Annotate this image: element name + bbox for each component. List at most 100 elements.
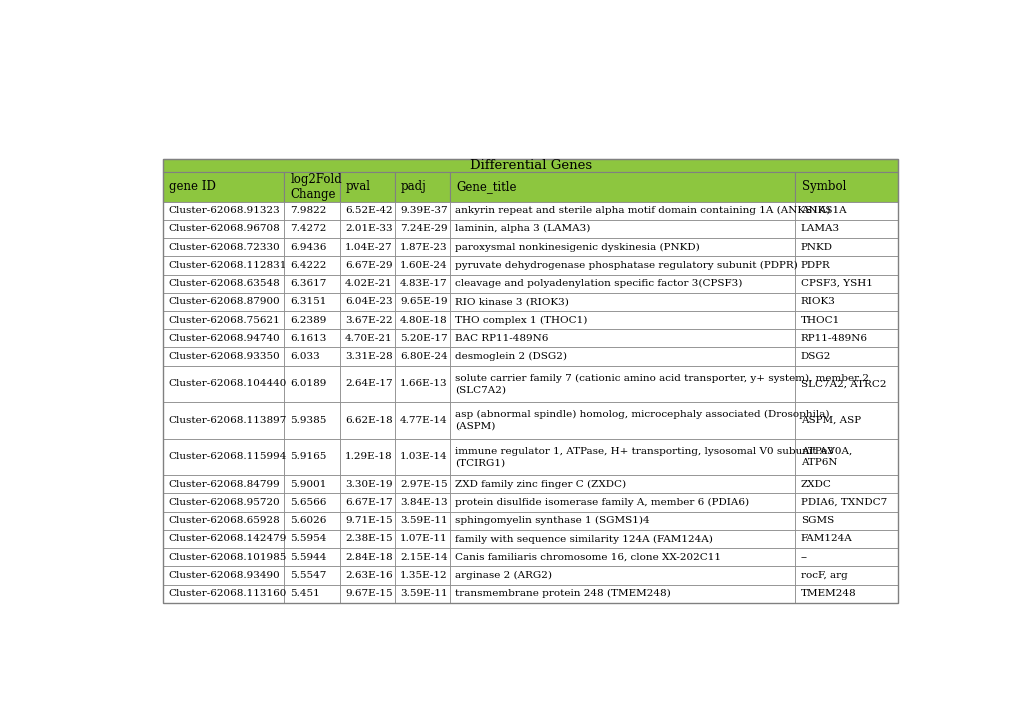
Bar	[339, 402, 394, 438]
Bar	[449, 329, 795, 348]
Bar	[795, 238, 898, 256]
Text: 1.35E-12: 1.35E-12	[399, 571, 447, 580]
Bar	[284, 475, 339, 493]
Bar	[449, 275, 795, 293]
Text: --: --	[800, 553, 807, 562]
Text: sphingomyelin synthase 1 (SGMS1)4: sphingomyelin synthase 1 (SGMS1)4	[454, 516, 649, 526]
Bar	[449, 585, 795, 603]
Text: 4.80E-18: 4.80E-18	[399, 316, 447, 324]
Text: 6.0189: 6.0189	[289, 379, 326, 389]
Bar	[339, 585, 394, 603]
Bar	[284, 512, 339, 530]
Text: immune regulator 1, ATPase, H+ transporting, lysosomal V0 subunit A3
(TCIRG1): immune regulator 1, ATPase, H+ transport…	[454, 446, 834, 467]
Text: 2.38E-15: 2.38E-15	[344, 534, 392, 544]
Text: paroxysmal nonkinesigenic dyskinesia (PNKD): paroxysmal nonkinesigenic dyskinesia (PN…	[454, 242, 699, 252]
Bar	[449, 202, 795, 220]
Text: Gene_title: Gene_title	[455, 180, 516, 193]
Bar	[449, 348, 795, 366]
Bar	[795, 567, 898, 585]
Text: 4.77E-14: 4.77E-14	[399, 416, 447, 425]
Bar	[163, 159, 898, 603]
Bar	[449, 402, 795, 438]
Text: Cluster-62068.91323: Cluster-62068.91323	[168, 206, 280, 215]
Bar	[284, 202, 339, 220]
Text: RIO kinase 3 (RIOK3): RIO kinase 3 (RIOK3)	[454, 297, 569, 306]
Text: 6.67E-17: 6.67E-17	[344, 498, 392, 507]
Bar	[163, 530, 284, 548]
Text: RP11-489N6: RP11-489N6	[800, 334, 867, 343]
Text: 5.451: 5.451	[289, 589, 319, 598]
Text: arginase 2 (ARG2): arginase 2 (ARG2)	[454, 571, 551, 580]
Bar	[795, 311, 898, 329]
Text: 3.30E-19: 3.30E-19	[344, 479, 392, 489]
Text: Cluster-62068.96708: Cluster-62068.96708	[168, 224, 280, 234]
Bar	[339, 512, 394, 530]
Bar	[394, 493, 449, 512]
Text: Differential Genes: Differential Genes	[469, 159, 591, 172]
Bar	[795, 366, 898, 402]
Bar	[339, 493, 394, 512]
Text: Cluster-62068.101985: Cluster-62068.101985	[168, 553, 286, 562]
Bar	[163, 512, 284, 530]
Bar	[394, 311, 449, 329]
Text: CPSF3, YSH1: CPSF3, YSH1	[800, 279, 872, 288]
Text: Cluster-62068.93350: Cluster-62068.93350	[168, 352, 280, 361]
Text: 1.03E-14: 1.03E-14	[399, 452, 447, 461]
Text: 3.84E-13: 3.84E-13	[399, 498, 447, 507]
Text: Symbol: Symbol	[801, 180, 845, 193]
Bar	[394, 329, 449, 348]
Text: Cluster-62068.65928: Cluster-62068.65928	[168, 516, 280, 526]
Bar	[449, 238, 795, 256]
Text: PDIA6, TXNDC7: PDIA6, TXNDC7	[800, 498, 887, 507]
Bar	[163, 493, 284, 512]
Text: ZXDC: ZXDC	[800, 479, 830, 489]
Text: 3.59E-11: 3.59E-11	[399, 516, 447, 526]
Text: Cluster-62068.95720: Cluster-62068.95720	[168, 498, 280, 507]
Bar	[163, 311, 284, 329]
Text: DSG2: DSG2	[800, 352, 830, 361]
Bar	[795, 329, 898, 348]
Text: 9.71E-15: 9.71E-15	[344, 516, 392, 526]
Text: ankyrin repeat and sterile alpha motif domain containing 1A (ANKS1A): ankyrin repeat and sterile alpha motif d…	[454, 206, 830, 216]
Bar	[339, 548, 394, 567]
Bar	[339, 275, 394, 293]
Bar	[284, 493, 339, 512]
Bar	[284, 329, 339, 348]
Text: TMEM248: TMEM248	[800, 589, 856, 598]
Text: FAM124A: FAM124A	[800, 534, 852, 544]
Bar	[339, 348, 394, 366]
Text: PNKD: PNKD	[800, 243, 833, 252]
Text: 6.80E-24: 6.80E-24	[399, 352, 447, 361]
Bar	[163, 348, 284, 366]
Text: 4.83E-17: 4.83E-17	[399, 279, 447, 288]
Bar	[339, 311, 394, 329]
Text: log2Fold
Change: log2Fold Change	[290, 173, 342, 201]
Bar	[394, 402, 449, 438]
Bar	[449, 548, 795, 567]
Bar	[795, 493, 898, 512]
Bar	[339, 530, 394, 548]
Text: Cluster-62068.75621: Cluster-62068.75621	[168, 316, 280, 324]
Bar	[339, 293, 394, 311]
Bar	[284, 238, 339, 256]
Bar	[394, 293, 449, 311]
Text: Cluster-62068.113897: Cluster-62068.113897	[168, 416, 286, 425]
Text: 2.15E-14: 2.15E-14	[399, 553, 447, 562]
Bar	[449, 512, 795, 530]
Bar	[394, 585, 449, 603]
Text: 1.66E-13: 1.66E-13	[399, 379, 447, 389]
Bar	[284, 438, 339, 475]
Bar	[394, 475, 449, 493]
Text: 4.70E-21: 4.70E-21	[344, 334, 392, 343]
Bar	[394, 567, 449, 585]
Bar	[163, 567, 284, 585]
Text: Cluster-62068.87900: Cluster-62068.87900	[168, 297, 280, 306]
Text: 5.9385: 5.9385	[289, 416, 326, 425]
Bar	[284, 220, 339, 238]
Bar	[163, 172, 284, 202]
Text: gene ID: gene ID	[169, 180, 216, 193]
Bar	[449, 530, 795, 548]
Bar	[795, 475, 898, 493]
Bar	[163, 238, 284, 256]
Bar	[163, 475, 284, 493]
